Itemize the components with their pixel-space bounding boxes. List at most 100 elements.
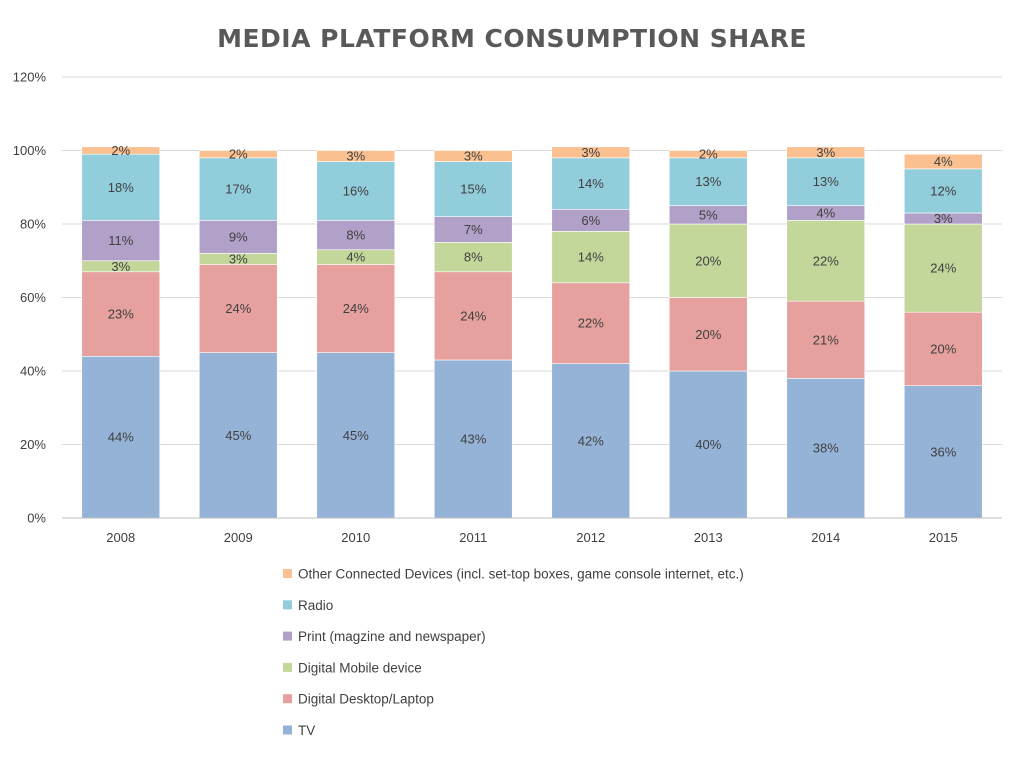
data-label: 11% xyxy=(108,233,133,248)
bar-segment xyxy=(433,161,513,217)
data-label: 42% xyxy=(578,433,604,448)
data-label: 20% xyxy=(930,341,956,356)
bar-segment xyxy=(903,153,983,170)
data-label: 21% xyxy=(813,332,839,347)
x-tick-label: 2012 xyxy=(576,530,605,545)
data-label: 3% xyxy=(934,211,953,226)
legend-label: Print (magzine and newspaper) xyxy=(298,629,486,644)
data-label: 24% xyxy=(460,308,486,323)
bar-segment xyxy=(316,150,396,162)
data-label: 24% xyxy=(225,301,251,316)
bar-segment xyxy=(433,359,513,519)
legend-item: Digital Desktop/Laptop xyxy=(283,692,434,707)
data-label: 24% xyxy=(343,301,369,316)
data-label: 3% xyxy=(111,259,130,274)
legend-swatch xyxy=(283,694,292,704)
data-label: 20% xyxy=(695,253,721,268)
data-label: 8% xyxy=(464,250,483,265)
data-label: 43% xyxy=(460,431,486,446)
bar-segment xyxy=(316,264,396,353)
data-label: 16% xyxy=(343,183,369,198)
data-label: 20% xyxy=(695,327,721,342)
y-tick-label: 20% xyxy=(20,437,46,452)
data-label: 40% xyxy=(695,437,721,452)
legend-label: TV xyxy=(298,723,315,738)
data-label: 45% xyxy=(343,428,369,443)
bar-segment xyxy=(433,271,513,361)
legend-item: TV xyxy=(283,723,315,738)
bar-segment xyxy=(668,370,748,519)
chart-title: MEDIA PLATFORM CONSUMPTION SHARE xyxy=(217,24,807,53)
bar-segment xyxy=(786,157,866,206)
data-label: 9% xyxy=(229,229,248,244)
bar-segment xyxy=(81,220,161,262)
data-label: 44% xyxy=(108,430,134,445)
bar-segment xyxy=(551,146,631,159)
bar-segment xyxy=(668,150,748,159)
bar-segment xyxy=(668,223,748,298)
bar-segment xyxy=(668,297,748,372)
bar-segment xyxy=(316,352,396,519)
bar-segment xyxy=(433,216,513,243)
x-tick-label: 2014 xyxy=(811,530,840,545)
data-label: 2% xyxy=(229,147,248,162)
y-tick-label: 40% xyxy=(20,364,46,379)
bars xyxy=(81,146,983,519)
data-label: 8% xyxy=(346,228,365,243)
y-tick-label: 0% xyxy=(27,511,46,526)
y-tick-label: 80% xyxy=(20,217,46,232)
bar-segment xyxy=(786,146,866,159)
data-label: 2% xyxy=(111,143,130,158)
bar-segment xyxy=(198,150,278,159)
legend-swatch xyxy=(283,631,292,641)
bar-segment xyxy=(316,161,396,221)
data-label: 22% xyxy=(578,316,604,331)
legend: Other Connected Devices (incl. set-top b… xyxy=(283,567,744,738)
bar-segment xyxy=(551,282,631,364)
legend-label: Other Connected Devices (incl. set-top b… xyxy=(298,567,744,582)
y-tick-label: 60% xyxy=(20,290,46,305)
data-label: 23% xyxy=(108,307,134,322)
data-label: 3% xyxy=(229,251,248,266)
data-label: 15% xyxy=(460,182,486,197)
data-label: 22% xyxy=(813,253,839,268)
legend-label: Digital Desktop/Laptop xyxy=(298,692,434,707)
x-tick-label: 2011 xyxy=(459,530,487,545)
legend-swatch xyxy=(283,600,292,610)
bar-segment xyxy=(903,223,983,313)
bar-segment xyxy=(81,271,161,357)
data-labels: 44% 23% 3% 11% 18% 2% 45% 24% 3% 9% 17% 2% 45% 24% 4% 8… xyxy=(108,143,957,459)
bar-segment xyxy=(786,300,866,379)
data-label: 6% xyxy=(581,213,600,228)
data-label: 12% xyxy=(930,183,956,198)
legend-swatch xyxy=(283,662,292,672)
legend-swatch xyxy=(283,569,292,578)
x-tick-label: 2008 xyxy=(106,530,135,545)
data-label: 14% xyxy=(578,176,604,191)
bar-segment xyxy=(551,231,631,284)
data-label: 14% xyxy=(578,250,604,265)
x-tick-label: 2013 xyxy=(694,530,723,545)
legend-item: Radio xyxy=(283,598,333,613)
data-label: 36% xyxy=(930,444,956,459)
legend-item: Other Connected Devices (incl. set-top b… xyxy=(283,567,744,582)
x-tick-label: 2009 xyxy=(224,530,253,545)
data-label: 13% xyxy=(813,174,839,189)
bar-segment xyxy=(81,146,161,155)
bar-segment xyxy=(903,385,983,519)
bar-segment xyxy=(786,220,866,302)
data-label: 4% xyxy=(816,205,835,220)
data-label: 24% xyxy=(930,261,956,276)
bar-segment xyxy=(433,242,513,273)
data-label: 3% xyxy=(464,149,483,164)
data-label: 4% xyxy=(346,250,365,265)
data-label: 3% xyxy=(581,145,600,160)
y-axis: 0% 20% 40% 60% 80% 100% 120% xyxy=(13,70,47,526)
data-label: 3% xyxy=(346,149,365,164)
x-tick-label: 2010 xyxy=(341,530,370,545)
bar-segment xyxy=(81,355,161,519)
bar-segment xyxy=(433,150,513,162)
legend-label: Radio xyxy=(298,598,333,613)
bar-segment xyxy=(198,157,278,221)
